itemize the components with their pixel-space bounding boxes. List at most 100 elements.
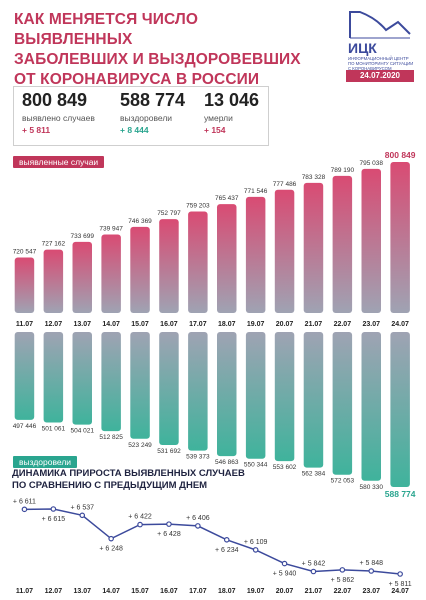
recovered-bar-label: 550 344 — [244, 462, 268, 469]
growth-point-label: + 6 615 — [42, 516, 66, 523]
cases-bar-label: 727 162 — [42, 241, 66, 248]
recovered-bar-label: 580 330 — [360, 484, 384, 491]
cases-bar — [101, 234, 121, 313]
date-tick-label: 20.07 — [276, 321, 294, 328]
date-tick-label: 12.07 — [45, 321, 63, 328]
growth-point-label: + 5 842 — [302, 560, 326, 567]
line-date-tick-label: 14.07 — [102, 588, 120, 595]
growth-point-label: + 6 234 — [215, 547, 239, 554]
stat-deaths-delta: + 154 — [204, 125, 226, 135]
line-chart-title: ДИНАМИКА ПРИРОСТА ВЫЯВЛЕННЫХ СЛУЧАЕВ ПО … — [12, 468, 245, 492]
recovered-bar — [361, 332, 381, 481]
date-tick-label: 14.07 — [102, 321, 120, 328]
recovered-bar-label: 553 602 — [273, 464, 297, 471]
growth-point-label: + 6 428 — [157, 531, 181, 538]
line-chart-title-line-1: ДИНАМИКА ПРИРОСТА ВЫЯВЛЕННЫХ СЛУЧАЕВ — [12, 468, 245, 479]
cases-bar-chart: 720 547 727 162 733 699 739 947 746 369 752 7… — [13, 150, 416, 328]
recovered-bar — [303, 332, 324, 468]
date-tick-label: 18.07 — [218, 321, 236, 328]
title-line-1: КАК МЕНЯЕТСЯ ЧИСЛО ВЫЯВЛЕННЫХ — [14, 11, 199, 48]
logo-mark-icon — [349, 11, 411, 39]
recovered-bar — [188, 332, 208, 451]
stat-recovered: 588 774 выздоровели + 8 444 — [120, 90, 185, 135]
recovered-bar — [130, 332, 150, 439]
growth-point — [281, 560, 288, 567]
recovered-bar — [245, 332, 266, 459]
recovered-bar-label: 501 061 — [42, 425, 66, 432]
line-date-tick-label: 15.07 — [131, 588, 149, 595]
line-date-tick-label: 18.07 — [218, 588, 236, 595]
growth-point-label: + 6 611 — [13, 498, 36, 505]
logo-subtitle: ИНФОРМАЦИОННЫЙ ЦЕНТР ПО МОНИТОРИНГУ СИТУ… — [348, 56, 414, 71]
recovered-bar — [159, 332, 179, 446]
recovered-tag: выздоровели — [13, 456, 78, 468]
growth-point-label: + 6 422 — [128, 514, 152, 521]
date-badge: 24.07.2020 — [346, 70, 414, 82]
stat-recovered-delta: + 8 444 — [120, 125, 149, 135]
stat-cases-label: выявлено случаев — [22, 113, 95, 123]
cases-bar — [274, 189, 295, 313]
cases-bar-label: 720 547 — [13, 249, 37, 256]
growth-point — [339, 567, 346, 573]
recovered-bar-label: 531 692 — [157, 448, 181, 455]
growth-point-label: + 5 940 — [273, 571, 297, 578]
line-date-tick-label: 16.07 — [160, 588, 178, 595]
cases-bar-label: 795 038 — [360, 160, 384, 167]
growth-line — [24, 508, 401, 575]
cases-bar — [245, 196, 266, 313]
recovered-bar-label: 546 863 — [215, 459, 239, 466]
logo-name: ИЦК — [348, 40, 377, 56]
date-tick-label: 11.07 — [16, 321, 33, 328]
stat-deaths: 13 046 умерли + 154 — [204, 90, 259, 135]
date-tick-label: 15.07 — [131, 321, 149, 328]
growth-point — [108, 535, 114, 542]
line-chart-title-line-2: ПО СРАВНЕНИЮ С ПРЕДЫДУЩИМ ДНЕМ — [12, 480, 208, 491]
logo: ИЦК ИНФОРМАЦИОННЫЙ ЦЕНТР ПО МОНИТОРИНГУ … — [346, 8, 414, 80]
stat-deaths-label: умерли — [204, 113, 233, 123]
line-date-tick-label: 22.07 — [334, 588, 352, 595]
recovered-bar-label: 572 053 — [331, 478, 355, 485]
date-tick-label: 23.07 — [362, 321, 380, 328]
growth-point — [310, 568, 317, 575]
cases-bar-label: 752 797 — [157, 210, 181, 217]
recovered-bar-label: 504 021 — [71, 428, 95, 435]
cases-bar-label: 759 203 — [186, 203, 210, 210]
title-line-2: ЗАБОЛЕВШИХ И ВЫЗДОРОВЕВШИХ — [14, 51, 301, 68]
recovered-bar-label: 497 446 — [13, 423, 37, 430]
growth-point — [397, 571, 403, 577]
line-date-tick-label: 12.07 — [45, 588, 63, 595]
cases-bar — [188, 211, 208, 313]
growth-point — [223, 537, 230, 543]
stat-cases: 800 849 выявлено случаев + 5 811 — [22, 90, 95, 135]
cases-bar — [159, 219, 179, 313]
stat-deaths-value: 13 046 — [204, 90, 260, 110]
growth-line-chart: + 6 611 + 6 615 + 6 537 + 6 248 + 6 422 + 6 4… — [13, 498, 412, 595]
growth-point — [21, 506, 28, 513]
recovered-bar-label: 588 774 — [385, 489, 416, 499]
line-date-tick-label: 11.07 — [16, 588, 33, 595]
cases-bar — [72, 241, 92, 313]
growth-point-label: + 5 848 — [359, 560, 383, 567]
cases-bar-label: 771 546 — [244, 188, 268, 195]
recovered-bar-label: 562 384 — [302, 471, 326, 478]
cases-bar — [217, 204, 237, 313]
cases-bar — [14, 257, 35, 313]
growth-point — [368, 568, 375, 574]
recovered-bar — [101, 332, 121, 432]
growth-point — [195, 523, 201, 529]
line-date-tick-label: 13.07 — [73, 588, 91, 595]
recovered-bar — [332, 332, 353, 475]
growth-point — [252, 547, 259, 553]
stat-cases-value: 800 849 — [22, 90, 88, 110]
line-date-tick-label: 19.07 — [247, 588, 265, 595]
growth-point-label: + 6 537 — [70, 504, 94, 511]
recovered-bar — [14, 332, 35, 420]
date-tick-label: 21.07 — [305, 321, 323, 328]
date-tick-label: 13.07 — [73, 321, 91, 328]
recovered-bar — [274, 332, 295, 462]
title-line-3: ОТ КОРОНАВИРУСА В РОССИИ — [14, 71, 260, 88]
line-date-tick-label: 17.07 — [189, 588, 207, 595]
cases-bar-label: 733 699 — [71, 233, 95, 240]
line-date-tick-label: 24.07 — [391, 588, 409, 595]
